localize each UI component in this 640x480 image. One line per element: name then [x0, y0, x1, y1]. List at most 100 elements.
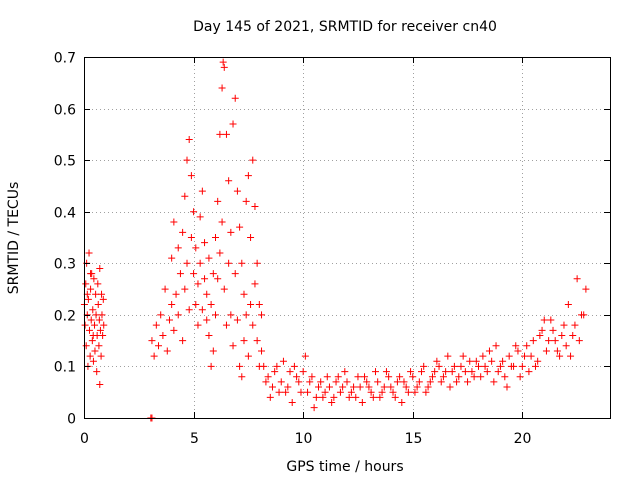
data-point: [85, 249, 93, 257]
data-point: [374, 378, 382, 386]
data-point: [422, 388, 430, 396]
data-point: [299, 368, 307, 376]
data-point: [185, 306, 193, 314]
data-point: [378, 388, 386, 396]
data-point: [219, 58, 227, 66]
data-point: [413, 383, 421, 391]
data-point: [266, 393, 274, 401]
data-point: [367, 388, 375, 396]
data-point: [174, 244, 182, 252]
data-point: [358, 399, 366, 407]
data-point: [347, 388, 355, 396]
data-point: [466, 357, 474, 365]
data-point: [249, 156, 257, 164]
data-point: [95, 342, 103, 350]
data-point: [448, 368, 456, 376]
data-point: [393, 378, 401, 386]
data-point: [218, 84, 226, 92]
data-point: [85, 326, 93, 334]
data-point: [168, 254, 176, 262]
data-point: [569, 331, 577, 339]
data-point: [187, 172, 195, 180]
y-tick-label: 0.1: [54, 360, 76, 376]
x-tick-label: 10: [295, 431, 313, 447]
data-point: [89, 357, 97, 365]
data-point: [531, 362, 539, 370]
data-point: [470, 373, 478, 381]
data-point: [236, 223, 244, 231]
y-tick-label: 0.5: [54, 154, 76, 170]
data-point: [96, 264, 104, 272]
data-point: [400, 378, 408, 386]
data-point: [165, 316, 173, 324]
data-point: [192, 301, 200, 309]
data-point: [453, 378, 461, 386]
data-point: [229, 342, 237, 350]
data-point: [90, 275, 98, 283]
data-point: [286, 368, 294, 376]
data-point: [282, 388, 290, 396]
data-point: [212, 311, 219, 319]
data-point: [310, 404, 318, 412]
data-point: [93, 368, 101, 376]
data-point: [198, 306, 206, 314]
data-point: [494, 368, 502, 376]
data-point: [187, 234, 195, 241]
data-point: [431, 368, 439, 376]
plot-frame: [84, 57, 611, 419]
data-point: [571, 321, 579, 329]
data-point: [89, 331, 97, 339]
data-point: [433, 357, 441, 365]
data-point: [251, 203, 259, 211]
data-point: [201, 275, 209, 283]
data-point: [485, 347, 493, 355]
data-point: [268, 383, 276, 391]
data-point: [181, 192, 189, 200]
data-point: [402, 383, 410, 391]
data-point: [306, 378, 314, 386]
data-point: [81, 321, 89, 329]
x-tick-label: 20: [514, 431, 532, 447]
data-point: [89, 306, 97, 314]
data-point: [98, 311, 106, 319]
data-point: [549, 326, 557, 334]
data-point: [407, 368, 415, 376]
data-point: [155, 342, 163, 350]
data-point: [315, 383, 323, 391]
data-point: [455, 373, 463, 381]
y-tick-label: 0: [67, 412, 76, 428]
data-point: [345, 393, 353, 401]
data-point: [185, 136, 193, 144]
data-point: [220, 285, 228, 293]
y-axis-label: SRMTID / TECUs: [6, 182, 22, 295]
data-point: [363, 378, 371, 386]
data-point: [218, 218, 226, 226]
data-point: [573, 275, 581, 283]
data-point: [496, 362, 504, 370]
data-point: [201, 239, 209, 247]
x-tick-label: 15: [405, 431, 423, 447]
data-point: [99, 295, 107, 303]
data-point: [244, 352, 252, 360]
data-point: [170, 326, 178, 334]
data-point: [92, 290, 100, 298]
data-point: [96, 326, 104, 334]
y-tick-label: 0.7: [54, 51, 76, 67]
data-point: [582, 285, 590, 293]
data-point: [385, 373, 393, 381]
data-point: [258, 311, 266, 319]
data-point: [227, 311, 235, 319]
data-point: [233, 187, 241, 195]
data-point: [499, 357, 507, 365]
data-point: [564, 301, 572, 309]
data-point: [95, 316, 103, 324]
data-point: [196, 213, 204, 221]
data-point: [222, 130, 230, 138]
data-point: [490, 378, 498, 386]
data-point: [190, 208, 198, 216]
data-point: [450, 362, 458, 370]
data-point: [540, 316, 548, 324]
data-point: [279, 357, 287, 365]
